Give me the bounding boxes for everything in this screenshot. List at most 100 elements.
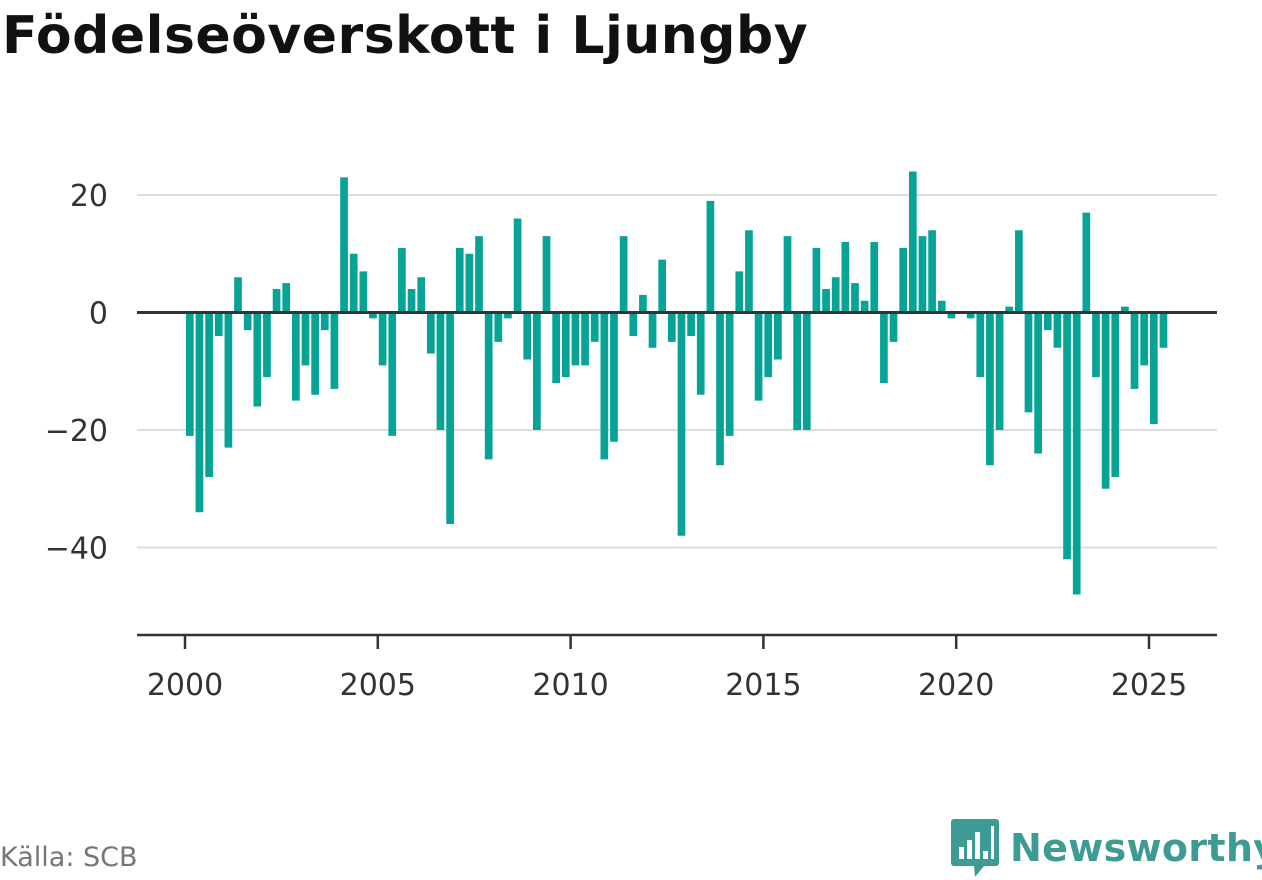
bar [677,312,686,536]
bar [629,312,638,336]
bar [446,312,454,524]
bar [417,277,426,313]
bar [976,312,985,378]
bar [311,312,319,395]
bar [426,312,435,354]
bar [687,312,695,336]
bar [619,236,628,313]
bar [802,312,811,430]
bar [504,312,512,319]
bar [831,277,840,313]
bar [706,200,715,313]
bar [1082,212,1091,313]
bar [667,312,676,342]
bar [513,218,522,313]
bar [407,289,416,313]
y-tick-label: 20 [70,179,108,214]
bar [320,312,329,331]
bar [561,312,570,378]
bar [484,312,493,460]
bar [263,312,271,378]
bar [455,247,464,313]
bar [590,312,599,342]
bar [185,312,194,436]
bar [542,236,551,313]
brand-logo: Newsworthy [950,816,1262,880]
bar [571,312,580,366]
bar [224,312,233,448]
bar [928,230,936,313]
bar [725,312,734,436]
bar [301,312,310,366]
bar [475,236,483,313]
bar [552,312,560,383]
bar [195,312,204,513]
bar [1149,312,1158,425]
bar [523,312,532,360]
bar [330,312,339,389]
bar [648,312,657,348]
bar [436,312,445,430]
bar [754,312,763,401]
bar [908,171,917,313]
y-tick-label: −20 [45,414,108,449]
bar [1130,312,1139,389]
bar [359,271,368,313]
x-tick-label: 2000 [147,668,223,703]
bar [639,294,647,313]
source-note: Källa: SCB [0,842,138,873]
x-tick-label: 2020 [918,668,994,703]
bar [292,312,300,401]
bar [214,312,223,336]
bar [369,312,377,319]
bar [822,289,830,313]
bar [860,300,869,313]
bar [465,253,474,313]
bar [1024,312,1033,413]
bar [937,300,946,313]
bar [793,312,801,430]
bar [745,230,753,313]
bar [1101,312,1110,489]
bar-chart-speech-bubble-icon [951,819,999,877]
bar [735,271,744,313]
bar [947,312,956,319]
x-tick-label: 2010 [532,668,608,703]
bar [610,312,618,442]
bar [1159,312,1168,348]
bar [1072,312,1081,595]
brand-name: Newsworthy [1010,826,1262,870]
bar [272,289,281,313]
x-tick-label: 2005 [340,668,416,703]
bar [1043,312,1052,331]
bar [918,236,927,313]
bar [995,312,1004,430]
x-tick-label: 2015 [725,668,801,703]
bar [1053,312,1062,348]
bar [494,312,503,342]
bar [243,312,252,331]
bar [340,177,348,313]
bar [696,312,705,395]
bar [812,247,821,313]
bar [1111,312,1120,477]
bar [282,283,291,313]
bar [851,283,859,313]
bar [1034,312,1042,454]
bar [899,247,908,313]
bar [398,247,406,313]
y-tick-label: −40 [45,532,108,567]
bar [1121,306,1129,313]
bar [764,312,773,378]
bar [253,312,262,407]
axes [137,311,1217,649]
bar [774,312,782,360]
bar [600,312,609,460]
bar [841,242,850,313]
bar [889,312,898,342]
bar [349,253,358,313]
y-tick-label: 0 [89,297,108,332]
bar [880,312,888,383]
bar [581,312,589,366]
